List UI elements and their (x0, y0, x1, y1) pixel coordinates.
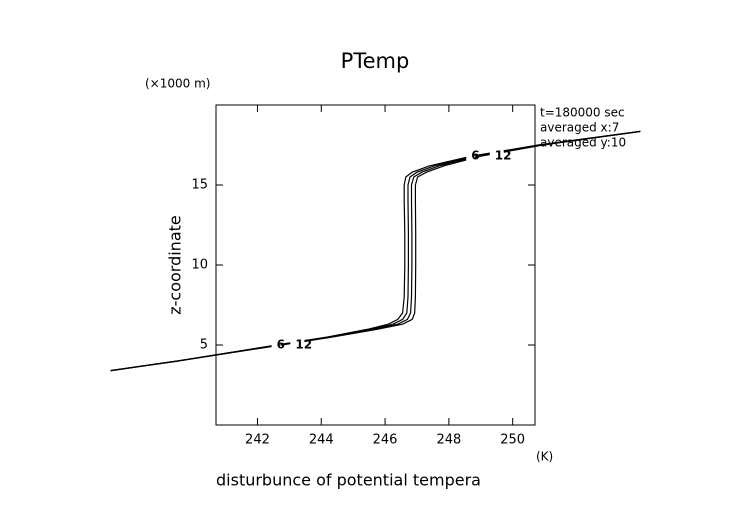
x-tick-label: 250 (500, 433, 525, 448)
annotation: averaged x:7 (540, 121, 619, 135)
x-unit: (K) (536, 450, 553, 464)
x-tick-label: 246 (373, 433, 398, 448)
x-tick-label: 244 (309, 433, 334, 448)
y-tick-label: 10 (191, 258, 208, 273)
line-label: 6 (471, 149, 479, 163)
x-tick-label: 248 (436, 433, 461, 448)
annotation: t=180000 sec (540, 106, 625, 120)
x-axis-label: disturbunce of potential tempera (216, 471, 481, 490)
y-unit: (×1000 m) (145, 77, 210, 91)
line-label-bg (271, 339, 281, 351)
profile-line (110, 130, 641, 372)
annotation: averaged y:10 (540, 136, 626, 150)
line-label-bg (489, 150, 504, 163)
line-label: 12 (495, 149, 512, 163)
x-tick-label: 242 (245, 433, 270, 448)
line-label-bg (290, 339, 305, 351)
profile-line (110, 130, 641, 372)
y-tick-label: 15 (191, 178, 208, 193)
line-label: 6 (277, 338, 285, 352)
profile-line (110, 130, 641, 372)
profile-line (110, 130, 641, 372)
chart-title: PTemp (341, 49, 410, 73)
line-label: 12 (295, 338, 312, 352)
line-label-bg (466, 150, 476, 163)
y-axis-label: z-coordinate (166, 215, 185, 315)
y-tick-label: 5 (200, 338, 208, 353)
